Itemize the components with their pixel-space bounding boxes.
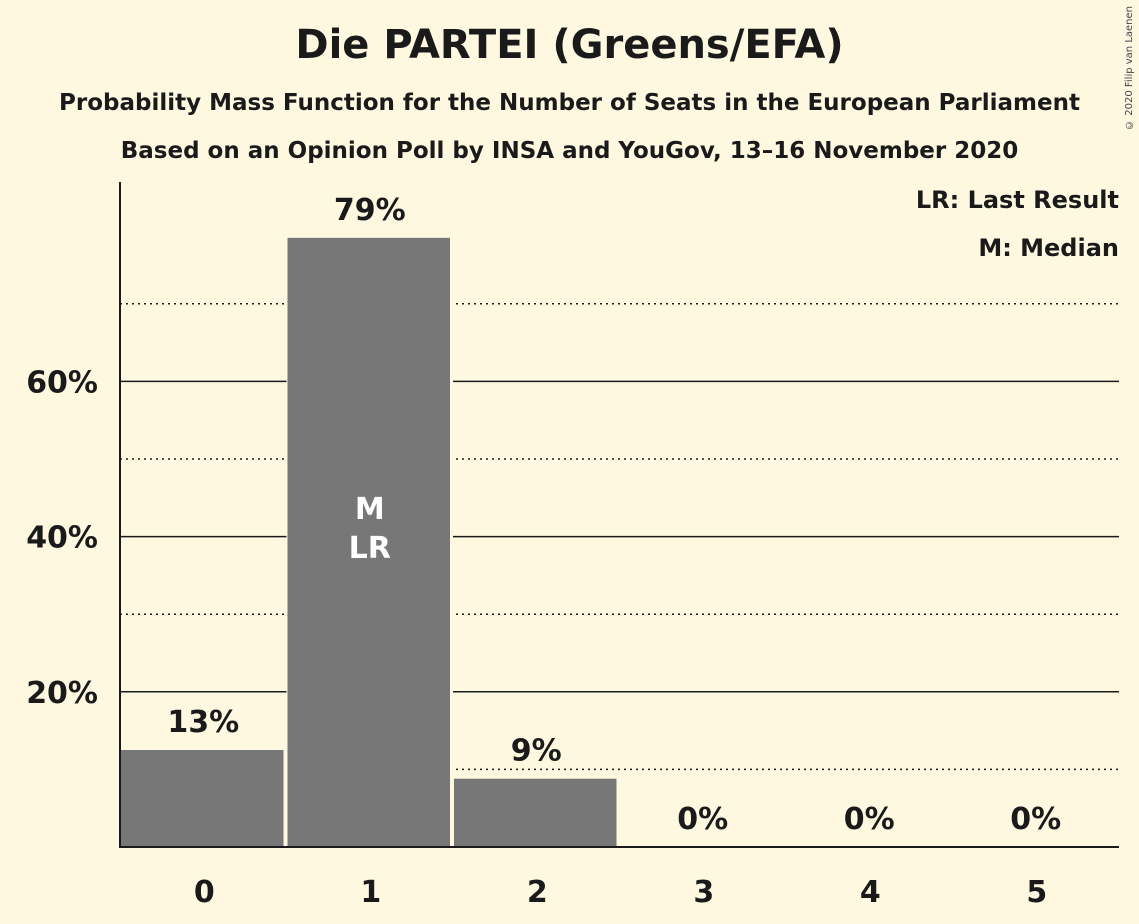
chart-title: Die PARTEI (Greens/EFA) [295, 22, 844, 68]
data-label: 13% [167, 705, 239, 740]
bar [121, 750, 284, 847]
legend-median: M: Median [978, 234, 1119, 262]
data-label: 0% [844, 802, 895, 837]
bar [454, 778, 617, 847]
x-tick-label: 4 [860, 875, 881, 910]
y-tick-label: 40% [26, 521, 98, 556]
chart-subtitle: Probability Mass Function for the Number… [59, 90, 1080, 116]
data-label: 9% [511, 734, 562, 769]
gridlines: 20% 40% 60% [26, 303, 1119, 771]
data-label: 0% [677, 802, 728, 837]
data-label: 79% [334, 193, 406, 228]
data-labels: 13% 0 79% M LR 1 9% 2 0% 3 0% 4 0% 5 [167, 193, 1061, 910]
x-tick-label: 0 [194, 875, 215, 910]
bar-marker-label: M [355, 492, 385, 527]
chart-subtitle-source: Based on an Opinion Poll by INSA and You… [120, 138, 1019, 164]
data-label: 0% [1010, 802, 1061, 837]
y-tick-label: 60% [26, 365, 98, 400]
bar-marker-label: LR [349, 531, 391, 566]
x-tick-label: 1 [360, 875, 381, 910]
x-tick-label: 3 [693, 875, 714, 910]
y-tick-label: 20% [26, 676, 98, 711]
legend-last-result: LR: Last Result [915, 186, 1119, 214]
axes [119, 182, 1119, 848]
x-tick-label: 5 [1026, 875, 1047, 910]
x-tick-label: 2 [527, 875, 548, 910]
bar [287, 237, 450, 848]
bars [120, 235, 620, 848]
